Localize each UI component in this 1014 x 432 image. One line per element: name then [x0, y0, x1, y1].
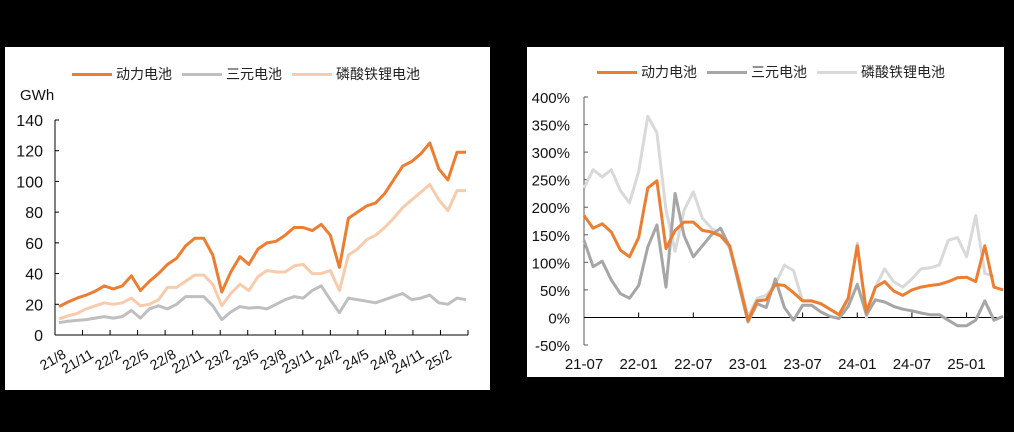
left-chart-panel: 动力电池 三元电池 磷酸铁锂电池 GWh 0 20 40 60 80 100 120 140 2… [5, 47, 490, 390]
legend-label: 磷酸铁锂电池 [861, 65, 945, 81]
y-tick-label: 150% [532, 228, 570, 245]
y-tick-label: 20 [25, 297, 43, 314]
legend-label: 三元电池 [226, 67, 282, 83]
legend-label: 磷酸铁锂电池 [336, 67, 420, 83]
y-tick-label: 0% [548, 310, 570, 327]
legend-swatch [597, 70, 637, 74]
left-line-chart: 02040608010012014021/821/1122/222/522/82… [16, 113, 469, 377]
legend-item-lfp-battery: 磷酸铁锂电池 [292, 64, 420, 84]
y-tick-label: 250% [532, 173, 570, 190]
legend-item-power-battery: 动力电池 [597, 62, 697, 82]
legend-label: 三元电池 [751, 65, 807, 81]
y-tick-label: 350% [532, 118, 570, 135]
right-chart-panel: 动力电池 三元电池 磷酸铁锂电池 -50% 0% 50% 100% 150% 200% 25… [527, 47, 1004, 377]
y-tick-label: 140 [16, 113, 43, 130]
x-tick-label: 23-01 [729, 356, 767, 373]
y-tick-label: 400% [532, 90, 570, 107]
y-tick-label: 120 [16, 144, 43, 161]
x-tick-label: 21/11 [59, 346, 97, 377]
series-line [58, 284, 467, 325]
x-tick-label: 21-07 [565, 356, 603, 373]
legend-item-lfp-battery: 磷酸铁锂电池 [817, 62, 945, 82]
y-tick-label: 0 [34, 328, 43, 345]
right-line-chart: -50% 0% 50% 100% 150% 200% 250% 300% 350% 400% 21-… [532, 90, 1004, 373]
legend-swatch [182, 72, 222, 76]
legend-swatch [72, 72, 112, 76]
x-tick-label: 23-07 [783, 356, 821, 373]
series-line [58, 141, 466, 308]
x-tick-label: 24-07 [893, 356, 931, 373]
legend-item-ternary-battery: 三元电池 [182, 64, 282, 84]
legend-swatch [817, 70, 857, 74]
left-legend: 动力电池 三元电池 磷酸铁锂电池 [72, 64, 430, 84]
series-line [582, 191, 1004, 328]
y-tick-label: 100% [532, 255, 570, 272]
y-tick-label: 80 [25, 205, 43, 222]
series-line [582, 179, 1004, 322]
y-tick-label: 40 [25, 267, 43, 284]
series-line [58, 183, 466, 321]
y-tick-label: 50% [540, 283, 570, 300]
x-tick-label: 22-01 [619, 356, 657, 373]
legend-swatch [707, 70, 747, 74]
legend-label: 动力电池 [641, 65, 697, 81]
legend-swatch [292, 72, 332, 76]
y-tick-label: 100 [16, 174, 43, 191]
x-tick-label: 23/11 [279, 346, 317, 377]
x-tick-label: 24-01 [838, 356, 876, 373]
y-tick-label: 300% [532, 145, 570, 162]
y-tick-label: 60 [25, 236, 43, 253]
x-tick-label: 22/11 [169, 346, 207, 377]
y-tick-label: -50% [535, 338, 570, 355]
y-tick-label: 200% [532, 200, 570, 217]
x-tick-label: 25/2 [422, 346, 454, 374]
legend-item-power-battery: 动力电池 [72, 64, 172, 84]
x-tick-label: 25-01 [947, 356, 985, 373]
x-tick-label: 24/11 [389, 346, 427, 377]
x-tick-label: 22-07 [674, 356, 712, 373]
y-axis-unit: GWh [20, 87, 55, 104]
series-line [582, 114, 995, 319]
legend-label: 动力电池 [116, 67, 172, 83]
legend-item-ternary-battery: 三元电池 [707, 62, 807, 82]
right-legend: 动力电池 三元电池 磷酸铁锂电池 [597, 62, 955, 82]
